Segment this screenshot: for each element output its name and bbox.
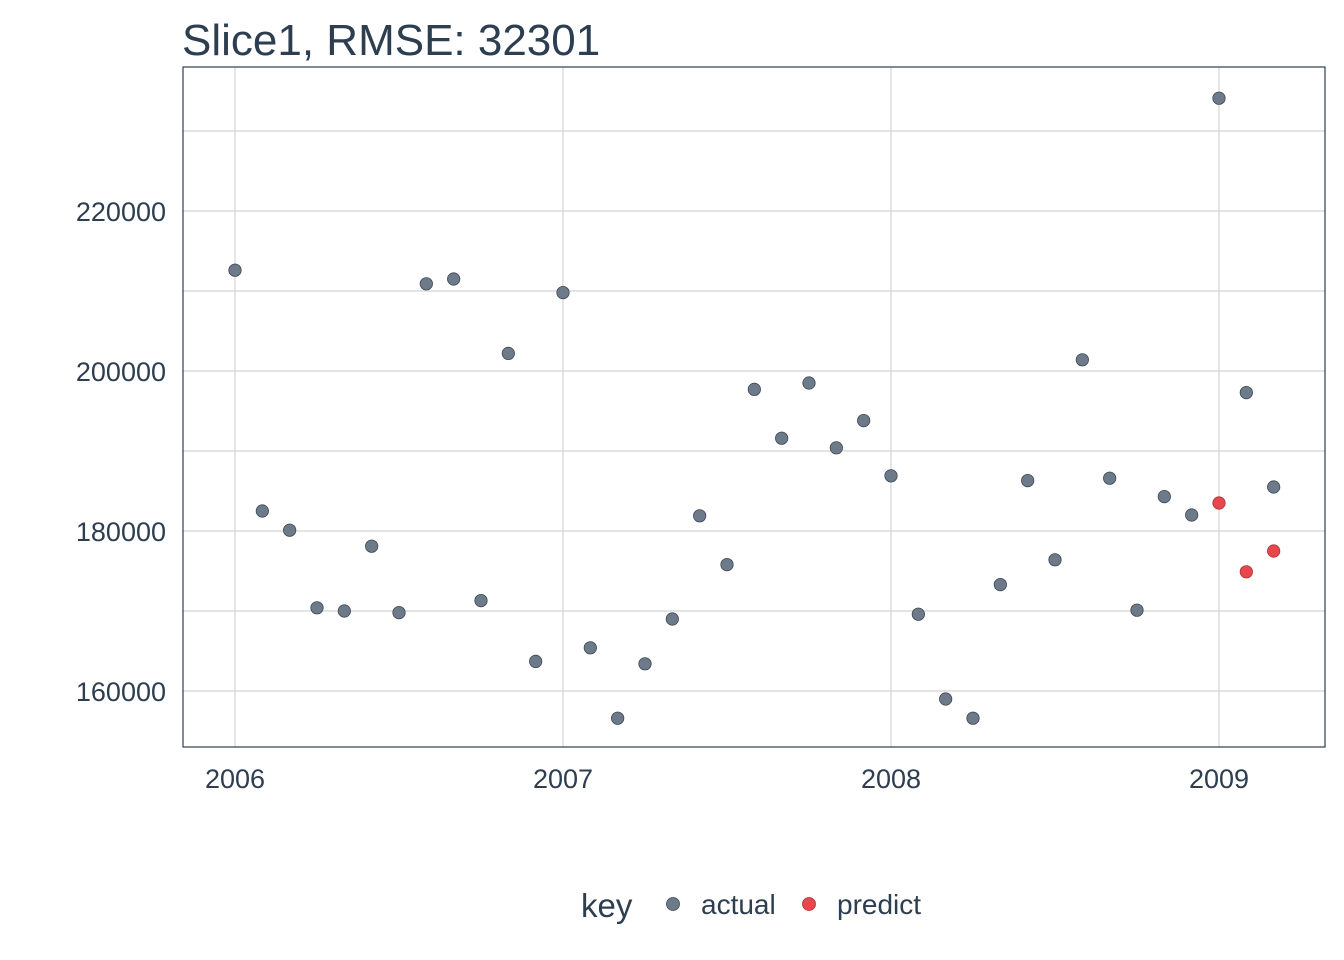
legend-label-predict: predict bbox=[837, 889, 921, 920]
predict-point-2009-02 bbox=[1240, 566, 1252, 578]
actual-point-2006-05 bbox=[338, 605, 350, 617]
actual-point-2006-02 bbox=[256, 505, 268, 517]
actual-point-2008-09 bbox=[1103, 472, 1115, 484]
y-tick-label-160000: 160000 bbox=[76, 677, 166, 707]
legend: key actual predict bbox=[581, 887, 921, 924]
actual-point-2006-03 bbox=[283, 524, 295, 536]
actual-point-2006-11 bbox=[502, 347, 514, 359]
actual-point-2006-10 bbox=[475, 594, 487, 606]
actual-point-2008-12 bbox=[1185, 509, 1197, 521]
legend-label-actual: actual bbox=[701, 889, 776, 920]
actual-point-2006-06 bbox=[365, 540, 377, 552]
actual-point-2008-02 bbox=[912, 608, 924, 620]
actual-point-2008-10 bbox=[1131, 604, 1143, 616]
y-tick-label-220000: 220000 bbox=[76, 197, 166, 227]
grid-lines bbox=[183, 67, 1325, 747]
chart-title: Slice1, RMSE: 32301 bbox=[182, 16, 600, 65]
actual-point-2006-04 bbox=[311, 602, 323, 614]
legend-key-predict bbox=[803, 898, 816, 911]
actual-point-2009-01 bbox=[1213, 92, 1225, 104]
y-tick-label-200000: 200000 bbox=[76, 357, 166, 387]
actual-point-2006-01 bbox=[229, 264, 241, 276]
actual-point-2006-07 bbox=[393, 606, 405, 618]
data-points bbox=[229, 92, 1280, 724]
actual-point-2007-08 bbox=[748, 383, 760, 395]
x-tick-label-2009: 2009 bbox=[1189, 764, 1249, 794]
actual-point-2006-12 bbox=[529, 655, 541, 667]
actual-point-2009-02 bbox=[1240, 386, 1252, 398]
actual-point-2008-06 bbox=[1021, 474, 1033, 486]
actual-point-2007-12 bbox=[857, 414, 869, 426]
actual-point-2008-03 bbox=[939, 693, 951, 705]
actual-point-2006-09 bbox=[447, 273, 459, 285]
actual-point-2009-03 bbox=[1267, 481, 1279, 493]
x-tick-label-2006: 2006 bbox=[205, 764, 265, 794]
actual-point-2007-07 bbox=[721, 558, 733, 570]
actual-point-2007-11 bbox=[830, 442, 842, 454]
actual-point-2007-01 bbox=[557, 286, 569, 298]
actual-point-2007-04 bbox=[639, 658, 651, 670]
actual-point-2006-08 bbox=[420, 278, 432, 290]
actual-point-2008-08 bbox=[1076, 354, 1088, 366]
plot-panel-border bbox=[183, 67, 1325, 747]
actual-point-2008-01 bbox=[885, 470, 897, 482]
x-tick-label-2007: 2007 bbox=[533, 764, 593, 794]
actual-point-2007-09 bbox=[775, 432, 787, 444]
y-tick-label-180000: 180000 bbox=[76, 517, 166, 547]
actual-point-2007-05 bbox=[666, 613, 678, 625]
predict-point-2009-01 bbox=[1213, 497, 1225, 509]
actual-point-2008-07 bbox=[1049, 554, 1061, 566]
legend-key-actual bbox=[667, 898, 680, 911]
x-tick-label-2008: 2008 bbox=[861, 764, 921, 794]
actual-point-2007-02 bbox=[584, 642, 596, 654]
legend-title: key bbox=[581, 887, 633, 924]
actual-point-2007-06 bbox=[693, 510, 705, 522]
actual-point-2007-03 bbox=[611, 712, 623, 724]
axis-tick-labels: 2006 2007 2008 2009 160000 180000 200000 220000 bbox=[76, 197, 1249, 794]
actual-point-2008-11 bbox=[1158, 490, 1170, 502]
predict-point-2009-03 bbox=[1267, 545, 1279, 557]
actual-point-2008-04 bbox=[967, 712, 979, 724]
actual-point-2007-10 bbox=[803, 377, 815, 389]
actual-point-2008-05 bbox=[994, 578, 1006, 590]
